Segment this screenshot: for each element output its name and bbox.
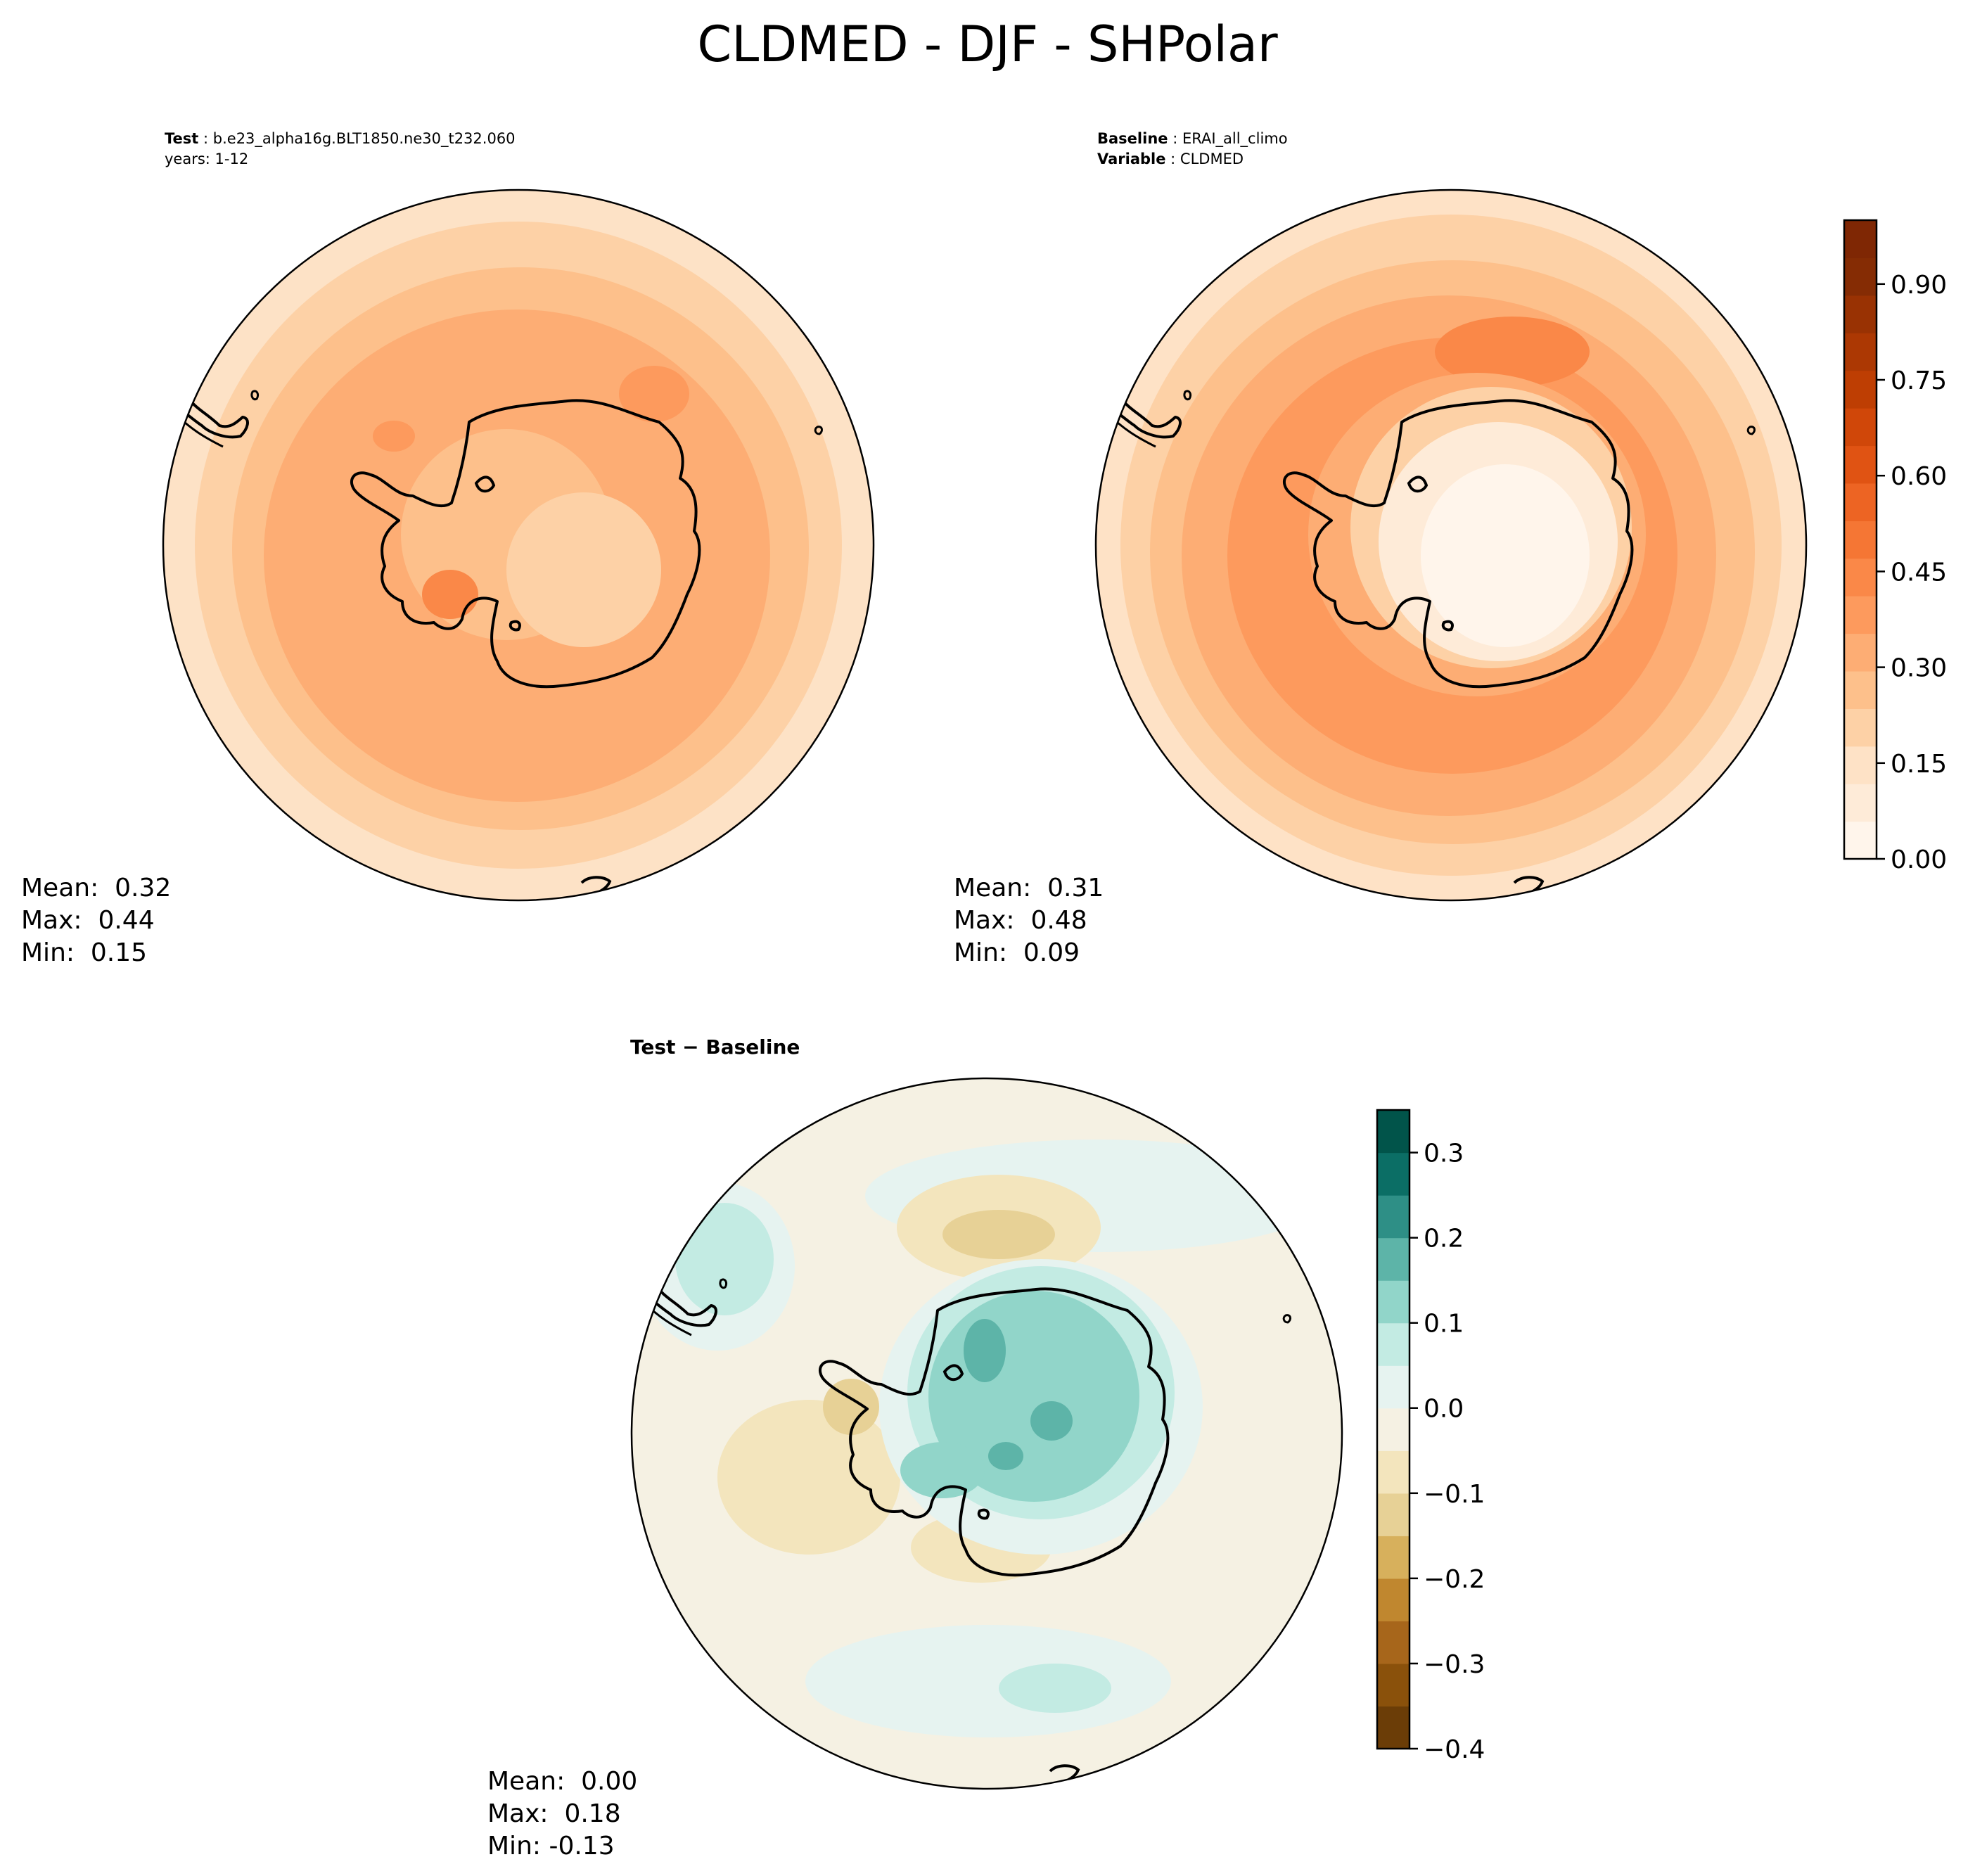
- values-colorbar-swatch: [1844, 670, 1877, 709]
- values-colorbar-swatch: [1844, 257, 1877, 296]
- test-mean: Mean: 0.32: [21, 874, 172, 902]
- values-colorbar-swatch: [1844, 370, 1877, 409]
- values-colorbar-swatch: [1844, 558, 1877, 596]
- test-stats: Mean: 0.32 Max: 0.44 Min: 0.15: [21, 872, 171, 969]
- test-min: Min: 0.15: [21, 938, 148, 967]
- baseline-header: Baseline : ERAI_all_climo Variable : CLD…: [1097, 130, 1288, 167]
- difference-colorbar-tick-label: 0.0: [1424, 1395, 1464, 1424]
- difference-colorbar-swatch: [1377, 1152, 1410, 1196]
- variable-header-value: CLDMED: [1180, 151, 1244, 167]
- values-colorbar-swatch: [1844, 708, 1877, 747]
- test-map: [162, 189, 875, 902]
- values-colorbar-tick-label: 0.60: [1891, 462, 1947, 491]
- baseline-header-value: ERAI_all_climo: [1182, 130, 1288, 147]
- values-colorbar-tick-label: 0.75: [1891, 366, 1947, 395]
- difference-colorbar-swatch: [1377, 1237, 1410, 1281]
- baseline-map: [1094, 189, 1808, 902]
- difference-map: [630, 1077, 1343, 1790]
- difference-colorbar-tick-label: 0.3: [1424, 1140, 1464, 1168]
- difference-colorbar-tick-label: −0.3: [1424, 1650, 1485, 1679]
- difference-colorbar-swatch: [1377, 1706, 1410, 1749]
- baseline-max: Max: 0.48: [954, 906, 1087, 935]
- values-colorbar-swatch: [1844, 333, 1877, 371]
- test-header-label: Test: [165, 130, 199, 147]
- values-colorbar-tick-label: 0.90: [1891, 271, 1947, 300]
- baseline-stats: Mean: 0.31 Max: 0.48 Min: 0.09: [954, 872, 1104, 969]
- values-colorbar-frame: [1843, 219, 1878, 860]
- values-colorbar-swatch: [1844, 746, 1877, 784]
- difference-colorbar-frame: [1376, 1109, 1411, 1750]
- difference-colorbar-swatch: [1377, 1110, 1410, 1154]
- difference-colorbar-tick-label: 0.2: [1424, 1225, 1464, 1253]
- test-max: Max: 0.44: [21, 906, 155, 935]
- values-colorbar-swatch: [1844, 408, 1877, 447]
- baseline-header-label: Baseline: [1097, 130, 1168, 147]
- difference-colorbar-swatch: [1377, 1493, 1410, 1536]
- diff-header: Test − Baseline: [630, 1035, 800, 1059]
- values-colorbar: 0.00 0.15 0.30 0.45 0.60 0.75 0.90: [1843, 219, 1947, 874]
- difference-colorbar-swatch: [1377, 1621, 1410, 1664]
- values-colorbar-tick-label: 0.00: [1891, 846, 1947, 874]
- difference-colorbar-tick-label: −0.4: [1424, 1735, 1485, 1764]
- values-colorbar-swatch: [1844, 295, 1877, 333]
- diff-max: Max: 0.18: [487, 1799, 621, 1828]
- values-colorbar-tick-label: 0.30: [1891, 654, 1947, 683]
- diff-stats: Mean: 0.00 Max: 0.18 Min: -0.13: [487, 1766, 637, 1863]
- difference-colorbar-swatch: [1377, 1408, 1410, 1451]
- difference-colorbar-swatch: [1377, 1322, 1410, 1366]
- difference-colorbar-tick-label: 0.1: [1424, 1310, 1464, 1339]
- difference-colorbar: −0.4 −0.3 −0.2 −0.1 0.0 0.1 0.2 0.3: [1376, 1109, 1485, 1764]
- difference-colorbar-tick-label: −0.1: [1424, 1480, 1485, 1509]
- variable-header-label: Variable: [1097, 151, 1166, 167]
- values-colorbar-swatch: [1844, 633, 1877, 672]
- test-header-years: years: 1-12: [165, 151, 249, 167]
- baseline-min: Min: 0.09: [954, 938, 1080, 967]
- values-colorbar-swatch: [1844, 521, 1877, 559]
- figure-title: CLDMED - DJF - SHPolar: [697, 15, 1278, 73]
- difference-colorbar-swatch: [1377, 1536, 1410, 1579]
- diff-mean: Mean: 0.00: [487, 1767, 638, 1796]
- values-colorbar-tick-label: 0.15: [1891, 750, 1947, 779]
- values-colorbar-swatch: [1844, 220, 1877, 259]
- test-header-value: b.e23_alpha16g.BLT1850.ne30_t232.060: [212, 130, 516, 147]
- values-colorbar-swatch: [1844, 483, 1877, 521]
- values-colorbar-tick-label: 0.45: [1891, 558, 1947, 587]
- values-colorbar-swatch: [1844, 445, 1877, 484]
- difference-colorbar-swatch: [1377, 1195, 1410, 1239]
- diff-min: Min: -0.13: [487, 1832, 615, 1861]
- test-header: Test : b.e23_alpha16g.BLT1850.ne30_t232.…: [165, 130, 516, 167]
- difference-colorbar-swatch: [1377, 1578, 1410, 1621]
- difference-colorbar-swatch: [1377, 1663, 1410, 1707]
- values-colorbar-swatch: [1844, 596, 1877, 634]
- baseline-mean: Mean: 0.31: [954, 874, 1104, 902]
- values-colorbar-swatch: [1844, 821, 1877, 860]
- difference-colorbar-swatch: [1377, 1280, 1410, 1324]
- difference-colorbar-swatch: [1377, 1365, 1410, 1409]
- values-colorbar-swatch: [1844, 784, 1877, 822]
- difference-colorbar-tick-label: −0.2: [1424, 1565, 1485, 1594]
- difference-colorbar-swatch: [1377, 1450, 1410, 1494]
